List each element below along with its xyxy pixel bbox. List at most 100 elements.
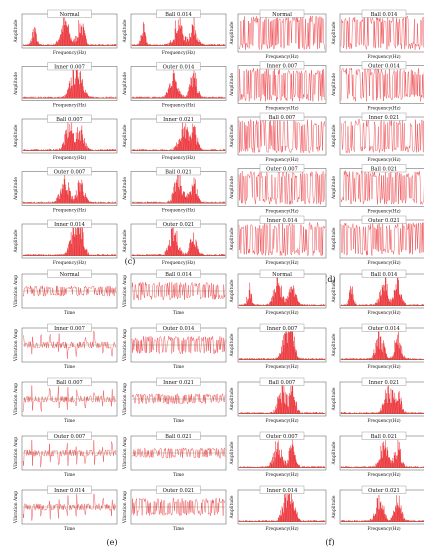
subplot-title-box — [259, 323, 305, 332]
x-axis-label: Frequency(Hz) — [265, 55, 299, 60]
x-axis-label: Frequency(Hz) — [162, 261, 196, 266]
plot-frame — [21, 66, 118, 101]
subplot-title-box — [156, 323, 201, 332]
signal-trace — [131, 281, 226, 301]
y-axis-label: Amplitude — [230, 279, 235, 303]
panel-c: Normal Amplitude Frequency(Hz) Ball 0.014 Am… — [14, 9, 227, 266]
subplot: Inner 0.007 Amplitude Frequency(Hz) — [230, 61, 327, 112]
subplot: Ball 0.014 Amplitude Frequency(Hz) — [332, 9, 424, 60]
subplot-title: Inner 0.007 — [267, 63, 298, 69]
subplot: Normal Amplitude Frequency(Hz) — [230, 9, 327, 60]
subplot-title-box — [259, 9, 305, 18]
subplot-title-box — [47, 167, 92, 176]
x-axis-label: Frequency(Hz) — [162, 209, 196, 214]
subplot-title-box — [361, 485, 407, 494]
x-axis-label: Time — [173, 473, 184, 478]
subplot-title: Inner 0.014 — [267, 218, 298, 224]
subplot-title-box — [156, 377, 201, 386]
subplot-title-box — [361, 323, 407, 332]
x-axis-label: Frequency(Hz) — [367, 210, 401, 215]
subplot-title: Ball 0.014 — [165, 272, 192, 278]
signal-trace — [22, 439, 117, 468]
signal-trace — [238, 330, 326, 361]
y-axis-label: Amplitude — [123, 177, 128, 201]
x-axis-label: Frequency(Hz) — [265, 210, 299, 215]
y-axis-label: Vibration Amp — [14, 329, 19, 362]
subplot-title: Ball 0.007 — [56, 117, 83, 123]
signal-trace — [238, 221, 326, 257]
signal-trace — [340, 15, 424, 50]
y-axis-label: Amplitude — [332, 21, 337, 45]
subplot-title: Outer 0.007 — [54, 434, 86, 440]
subplot: Outer 0.014 Vibration Amp Time — [123, 323, 227, 370]
x-axis-label: Frequency(Hz) — [265, 261, 299, 266]
subplot: Normal Amplitude Frequency(Hz) — [230, 269, 327, 316]
x-axis-label: Frequency(Hz) — [265, 419, 299, 424]
subplot: Inner 0.021 Vibration Amp Time — [123, 377, 227, 424]
y-axis-label: Vibration Amp — [14, 437, 19, 470]
y-axis-label: Amplitude — [230, 495, 235, 519]
signal-trace — [131, 393, 226, 405]
subplot-title-box — [361, 215, 407, 224]
subplot-title: Inner 0.014 — [267, 488, 298, 494]
signal-trace — [340, 170, 424, 205]
x-axis-label: Frequency(Hz) — [265, 473, 299, 478]
subplot-title-box — [47, 114, 92, 123]
y-axis-label: Vibration Amp — [14, 383, 19, 416]
y-axis-label: Amplitude — [332, 73, 337, 97]
signal-trace — [340, 494, 424, 523]
subplot-title-box — [156, 431, 201, 440]
x-axis-label: Frequency(Hz) — [53, 209, 87, 214]
subplot-title-box — [156, 114, 201, 123]
subplot-title: Ball 0.021 — [371, 434, 398, 440]
subplot-title-box — [361, 112, 407, 121]
y-axis-label: Amplitude — [230, 124, 235, 148]
subplot: Outer 0.021 Amplitude Frequency(Hz) — [123, 219, 227, 266]
x-axis-label: Frequency(Hz) — [53, 156, 87, 161]
y-axis-label: Amplitude — [123, 124, 128, 148]
subplot-title: Inner 0.014 — [54, 222, 85, 228]
y-axis-label: Amplitude — [230, 227, 235, 251]
y-axis-label: Amplitude — [123, 229, 128, 253]
x-axis-label: Frequency(Hz) — [265, 527, 299, 532]
y-axis-label: Amplitude — [230, 387, 235, 411]
subplot: Outer 0.014 Amplitude Frequency(Hz) — [332, 61, 424, 112]
y-axis-label: Vibration Amp — [123, 437, 128, 470]
y-axis-label: Amplitude — [332, 124, 337, 148]
x-axis-label: Time — [173, 365, 184, 370]
subplot-title: Outer 0.014 — [368, 63, 400, 69]
x-axis-label: Frequency(Hz) — [162, 51, 196, 56]
panel-label: (f) — [325, 538, 334, 547]
subplot-title: Outer 0.007 — [266, 434, 298, 440]
panel-d: Normal Amplitude Frequency(Hz) Ball 0.014 Am… — [230, 9, 424, 284]
y-axis-label: Vibration Amp — [123, 275, 128, 308]
y-axis-label: Amplitude — [332, 495, 337, 519]
subplot-title: Inner 0.007 — [54, 64, 85, 70]
signal-trace — [131, 336, 226, 355]
subplot: Outer 0.007 Amplitude Frequency(Hz) — [230, 164, 327, 215]
subplot: Outer 0.007 Vibration Amp Time — [14, 431, 118, 478]
subplot-title: Ball 0.014 — [371, 12, 398, 18]
subplot-title-box — [156, 219, 201, 228]
signal-trace — [22, 385, 117, 412]
y-axis-label: Vibration Amp — [14, 275, 19, 308]
subplot-title: Outer 0.021 — [163, 222, 195, 228]
x-axis-label: Frequency(Hz) — [53, 104, 87, 109]
subplot-title: Ball 0.021 — [165, 434, 192, 440]
subplot-title-box — [361, 9, 407, 18]
y-axis-label: Amplitude — [230, 333, 235, 357]
subplot: Ball 0.014 Amplitude Frequency(Hz) — [123, 9, 227, 56]
subplot-title-box — [156, 269, 201, 278]
signal-trace — [340, 67, 424, 102]
subplot: Inner 0.014 Amplitude Frequency(Hz) — [230, 485, 327, 532]
x-axis-label: Frequency(Hz) — [367, 158, 401, 163]
subplot-title-box — [156, 62, 201, 71]
plot-frame — [21, 171, 118, 206]
y-axis-label: Amplitude — [14, 177, 19, 201]
x-axis-label: Frequency(Hz) — [367, 261, 401, 266]
subplot-title-box — [361, 269, 407, 278]
y-axis-label: Amplitude — [332, 387, 337, 411]
signal-trace — [238, 439, 326, 469]
plot-frame — [339, 13, 424, 53]
